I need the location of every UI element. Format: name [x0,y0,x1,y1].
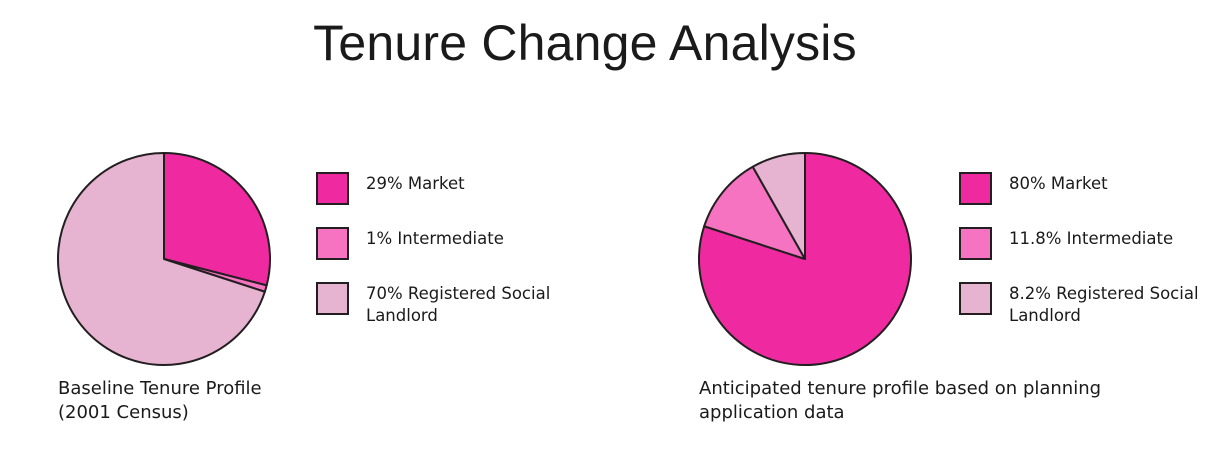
legend-swatch-intermediate [316,227,349,260]
pie-slice-market [163,152,271,287]
chart-title: Tenure Change Analysis [313,15,857,71]
legend-label-intermediate: 11.8% Intermediate [1009,229,1174,248]
legend-label-rsl: 8.2% Registered Social Landlord [1009,284,1199,325]
caption-anticipated: Anticipated tenure profile based on plan… [699,378,1102,423]
legend-label-intermediate: 1% Intermediate [366,229,504,248]
legend-label-market: 29% Market [366,174,465,193]
legend-swatch-rsl [316,282,349,315]
legend-label-rsl: 70% Registered Social Landlord [366,284,551,325]
legend-swatch-rsl [959,282,992,315]
legend-item-rsl: 8.2% Registered Social Landlord [959,282,1219,325]
pie-slice-intermediate [703,165,806,260]
legend-swatch-market [316,172,349,205]
legend-item-intermediate: 1% Intermediate [316,227,576,267]
legend-item-market: 29% Market [316,172,576,212]
pie-slice-rsl [751,152,806,260]
legend-label-market: 80% Market [1009,174,1108,193]
legend-item-intermediate: 11.8% Intermediate [959,227,1219,267]
legend-swatch-intermediate [959,227,992,260]
legend-item-market: 80% Market [959,172,1219,212]
legend-swatch-market [959,172,992,205]
pie-chart-baseline [57,152,271,366]
caption-baseline: Baseline Tenure Profile (2001 Census) [58,378,262,423]
pie-slice-market [698,152,912,366]
legend-item-rsl: 70% Registered Social Landlord [316,282,576,325]
pie-slice-rsl [57,152,266,366]
pie-chart-anticipated [698,152,912,366]
